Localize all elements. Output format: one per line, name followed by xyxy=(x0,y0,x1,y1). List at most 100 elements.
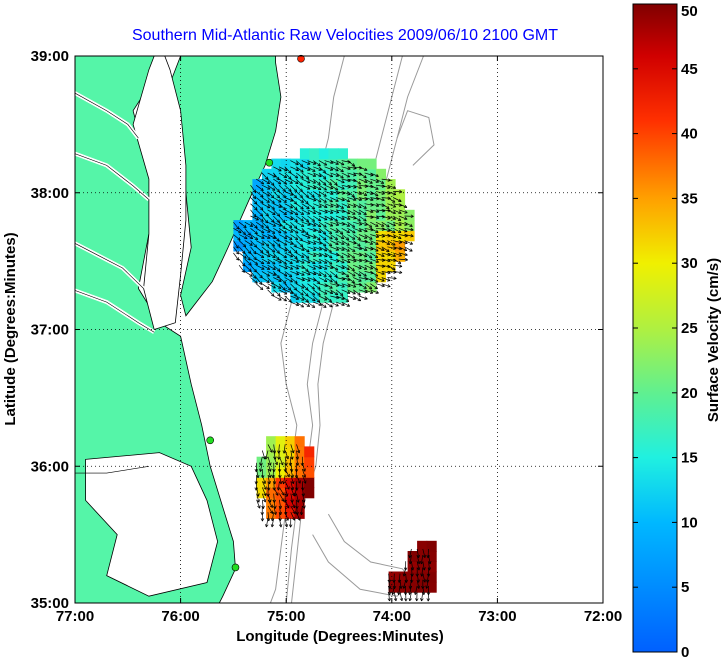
velocity-vector xyxy=(290,184,298,192)
velocity-vector xyxy=(290,221,298,229)
vector-head xyxy=(330,217,333,221)
vector-head xyxy=(381,180,385,184)
vector-head xyxy=(261,206,264,210)
velocity-vector xyxy=(295,178,303,186)
vector-head xyxy=(370,229,374,232)
vector-head xyxy=(353,248,356,252)
velocity-vector xyxy=(392,197,402,202)
velocity-vector xyxy=(375,178,384,184)
hf-radar-station xyxy=(206,436,214,445)
vector-head xyxy=(418,579,420,583)
velocity-vector xyxy=(347,166,357,169)
vector-head xyxy=(307,293,309,297)
vector-head xyxy=(295,261,299,264)
velocity-vector xyxy=(393,203,402,206)
vector-head xyxy=(427,598,431,602)
vector-head xyxy=(376,229,379,233)
vector-head xyxy=(296,302,300,306)
velocity-vector xyxy=(388,573,390,583)
velocity-cell xyxy=(309,189,320,201)
velocity-vector xyxy=(267,271,276,276)
vector-head xyxy=(336,204,339,208)
velocity-vector xyxy=(358,221,368,226)
velocity-cell xyxy=(366,189,377,201)
velocity-vector xyxy=(381,240,390,245)
velocity-vector xyxy=(364,258,373,264)
vector-head xyxy=(423,591,426,595)
vector-head xyxy=(353,267,355,271)
vector-head xyxy=(272,487,275,491)
velocity-vector xyxy=(250,264,257,273)
velocity-vector xyxy=(381,227,391,232)
velocity-vector xyxy=(330,234,338,240)
vector-head xyxy=(322,245,327,247)
vector-head xyxy=(370,211,374,214)
velocity-vector xyxy=(290,481,294,491)
vector-head xyxy=(282,282,286,284)
vector-head xyxy=(282,450,285,454)
vector-head xyxy=(335,218,338,222)
vector-head xyxy=(296,475,299,479)
velocity-vector xyxy=(330,258,340,263)
vector-head xyxy=(389,591,392,595)
velocity-vector xyxy=(370,178,379,183)
velocity-cell xyxy=(366,281,377,293)
velocity-cell xyxy=(357,179,368,190)
velocity-vector xyxy=(267,184,276,191)
vector-head xyxy=(330,279,333,283)
vector-head xyxy=(259,462,261,466)
velocity-cell xyxy=(271,209,282,221)
vector-head xyxy=(261,512,265,516)
velocity-vector xyxy=(335,252,344,259)
velocity-vector xyxy=(393,191,403,193)
vector-head xyxy=(330,223,334,227)
velocity-vector xyxy=(387,203,396,208)
vector-head xyxy=(393,235,397,238)
velocity-vector xyxy=(307,197,317,202)
vector-head xyxy=(279,230,282,234)
vector-head xyxy=(404,247,408,251)
vector-head xyxy=(393,579,396,583)
vector-head xyxy=(296,505,299,509)
velocity-vector xyxy=(318,289,328,295)
vector-head xyxy=(382,247,385,251)
velocity-vector xyxy=(278,295,287,302)
vector-head xyxy=(295,255,298,259)
velocity-vector xyxy=(261,197,270,203)
velocity-vector xyxy=(381,221,390,228)
vector-head xyxy=(276,178,280,181)
velocity-cell xyxy=(242,250,253,262)
vector-head xyxy=(296,296,300,300)
colorbar-tick-label: 45 xyxy=(681,61,698,78)
vector-head xyxy=(334,183,338,186)
velocity-vector xyxy=(273,258,282,264)
velocity-vector xyxy=(296,450,299,460)
vector-head xyxy=(305,301,309,303)
vector-head xyxy=(410,248,413,252)
velocity-vector xyxy=(318,191,327,197)
vector-head xyxy=(273,261,276,265)
vector-head xyxy=(291,518,295,521)
velocity-cell xyxy=(266,456,277,468)
vector-head xyxy=(261,286,264,290)
velocity-vector xyxy=(422,561,425,571)
velocity-vector xyxy=(324,172,333,178)
vector-head xyxy=(237,239,241,241)
velocity-cell xyxy=(266,487,277,499)
vector-head xyxy=(351,196,355,198)
vector-head xyxy=(267,243,270,247)
velocity-vector xyxy=(250,197,258,205)
vector-head xyxy=(286,475,290,478)
velocity-cell xyxy=(290,291,301,303)
vector-head xyxy=(399,210,402,214)
velocity-vector xyxy=(307,215,315,222)
vector-head xyxy=(299,165,303,167)
velocity-cell xyxy=(309,179,320,190)
vector-head xyxy=(265,524,267,528)
vector-head xyxy=(399,222,402,226)
velocity-vector xyxy=(381,252,391,256)
vector-head xyxy=(427,567,430,571)
velocity-vector xyxy=(318,221,327,228)
vector-head xyxy=(347,248,350,252)
vector-head xyxy=(347,290,351,294)
